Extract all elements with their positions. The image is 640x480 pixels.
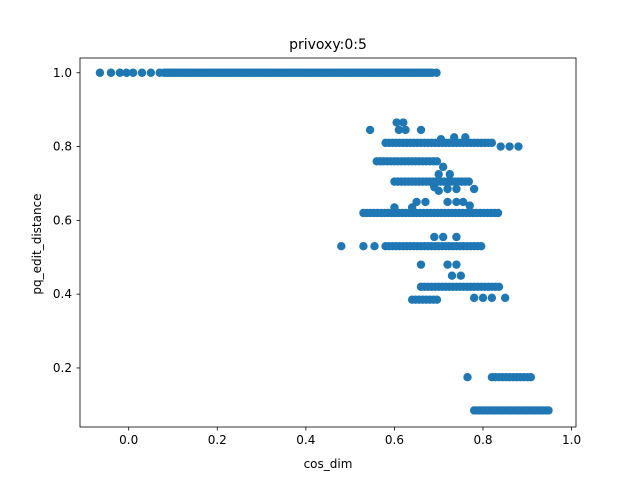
plot-frame (79, 57, 577, 428)
data-point (146, 68, 156, 77)
data-point (469, 184, 479, 194)
data-point (365, 125, 375, 135)
data-point (500, 293, 510, 303)
x-tick-label: 0.8 (473, 433, 492, 447)
data-point (456, 271, 466, 280)
x-tick-label: 0.0 (119, 433, 138, 447)
data-point (394, 125, 404, 135)
data-point (465, 201, 474, 210)
y-tick-label: 0.2 (53, 361, 72, 375)
data-points (95, 68, 553, 415)
data-point (128, 68, 138, 77)
x-axis-label: cos_dim (304, 457, 353, 471)
data-point (137, 68, 147, 77)
data-point (434, 170, 443, 179)
x-tick-label: 0.2 (208, 433, 227, 447)
data-point (494, 282, 504, 291)
y-axis-label: pq_edit_distance (30, 193, 44, 294)
data-point (390, 203, 399, 212)
data-point (443, 197, 452, 207)
data-point (392, 118, 401, 127)
axes: 0.0 0.2 0.4 0.6 0.8 1.0 0.2 0.4 0.6 0.8 1.0 (53, 57, 581, 447)
data-point (416, 260, 426, 269)
data-point (337, 241, 346, 251)
data-point (447, 271, 457, 280)
data-point (432, 157, 442, 166)
data-point (544, 406, 553, 415)
data-point (469, 293, 479, 303)
y-tick-label: 1.0 (53, 66, 72, 80)
data-point (370, 241, 379, 251)
data-point (493, 208, 503, 218)
data-point (443, 184, 452, 194)
data-point (432, 68, 441, 77)
data-point (407, 203, 417, 212)
data-point (95, 68, 105, 77)
data-point (477, 241, 486, 251)
data-point (464, 177, 474, 186)
x-tick-label: 0.4 (296, 433, 315, 447)
data-point (487, 293, 497, 303)
data-point (430, 232, 439, 242)
data-point (461, 133, 470, 142)
data-point (478, 293, 488, 303)
y-tick-label: 0.6 (53, 213, 72, 227)
data-point (526, 372, 536, 382)
data-point (505, 142, 514, 151)
data-point (496, 142, 505, 151)
data-point (122, 68, 131, 77)
data-point (514, 142, 523, 151)
data-point (438, 232, 448, 242)
data-point (438, 162, 448, 172)
data-point (436, 134, 446, 144)
x-tick-label: 0.6 (385, 433, 404, 447)
data-point (443, 260, 452, 269)
data-point (458, 197, 468, 207)
data-point (452, 260, 461, 269)
data-point (421, 197, 430, 207)
data-point (434, 186, 443, 196)
data-point (450, 133, 459, 142)
data-point (452, 197, 461, 207)
data-point (452, 232, 461, 242)
data-point (106, 68, 116, 77)
data-point (432, 295, 442, 304)
x-tick-label: 1.0 (562, 433, 581, 447)
data-point (359, 241, 368, 251)
chart-title: privoxy:0:5 (289, 37, 367, 53)
y-tick-label: 0.8 (53, 140, 72, 154)
data-point (399, 118, 408, 127)
data-point (416, 125, 426, 135)
y-tick-label: 0.4 (53, 287, 72, 301)
data-point (463, 372, 472, 382)
data-point (401, 125, 410, 135)
data-point (155, 68, 164, 77)
data-point (452, 184, 461, 194)
data-point (115, 68, 125, 77)
data-point (445, 170, 454, 179)
data-point (487, 138, 497, 148)
